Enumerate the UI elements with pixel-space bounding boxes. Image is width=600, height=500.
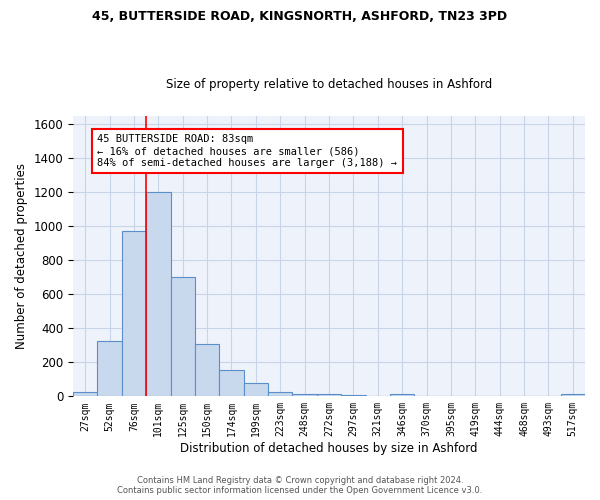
X-axis label: Distribution of detached houses by size in Ashford: Distribution of detached houses by size …	[180, 442, 478, 455]
Bar	[146, 192, 170, 396]
Bar	[268, 392, 292, 396]
Title: Size of property relative to detached houses in Ashford: Size of property relative to detached ho…	[166, 78, 492, 91]
Text: 45, BUTTERSIDE ROAD, KINGSNORTH, ASHFORD, TN23 3PD: 45, BUTTERSIDE ROAD, KINGSNORTH, ASHFORD…	[92, 10, 508, 23]
Bar	[73, 392, 97, 396]
Text: Contains HM Land Registry data © Crown copyright and database right 2024.
Contai: Contains HM Land Registry data © Crown c…	[118, 476, 482, 495]
Bar	[244, 382, 268, 396]
Bar	[220, 370, 244, 396]
Bar	[122, 232, 146, 396]
Bar	[560, 394, 585, 396]
Bar	[97, 341, 122, 396]
Bar	[195, 344, 220, 397]
Y-axis label: Number of detached properties: Number of detached properties	[15, 163, 28, 349]
Bar	[341, 394, 365, 396]
Bar	[170, 278, 195, 396]
Bar	[292, 394, 317, 396]
Text: 45 BUTTERSIDE ROAD: 83sqm
← 16% of detached houses are smaller (586)
84% of semi: 45 BUTTERSIDE ROAD: 83sqm ← 16% of detac…	[97, 134, 397, 168]
Bar	[317, 394, 341, 396]
Bar	[390, 394, 415, 396]
